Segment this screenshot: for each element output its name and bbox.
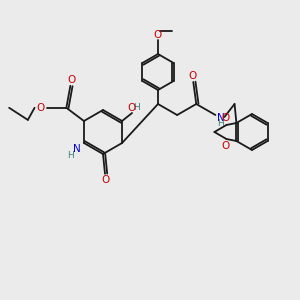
Text: O: O (221, 141, 230, 151)
Text: O: O (67, 75, 76, 85)
Text: O: O (221, 113, 230, 123)
Text: N: N (217, 113, 224, 123)
Text: H: H (133, 103, 140, 112)
Text: O: O (36, 103, 45, 113)
Text: O: O (127, 103, 135, 113)
Text: N: N (73, 144, 81, 154)
Text: H: H (217, 119, 224, 128)
Text: O: O (188, 71, 196, 81)
Text: O: O (101, 175, 109, 185)
Text: H: H (68, 151, 74, 160)
Text: O: O (154, 29, 162, 40)
